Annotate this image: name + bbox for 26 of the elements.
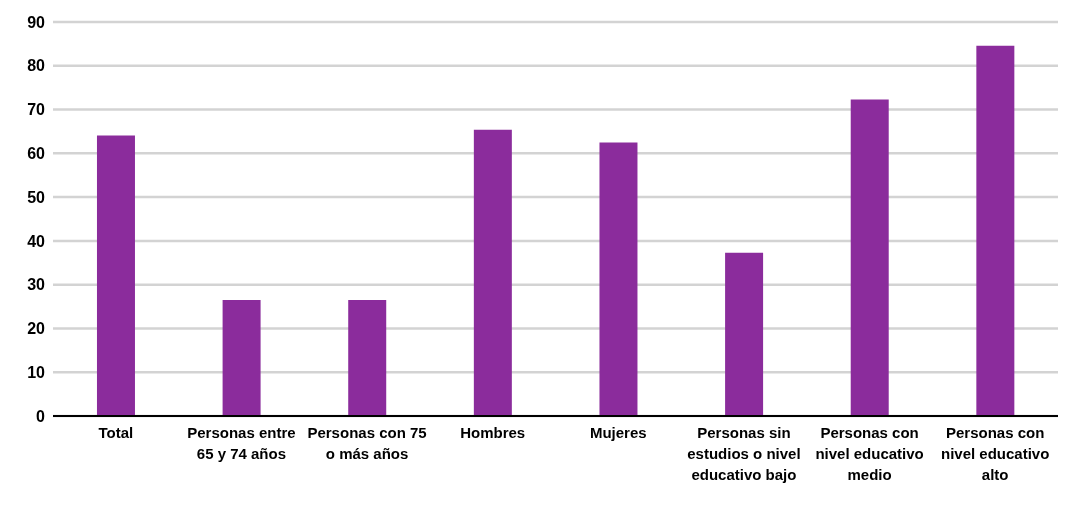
- bar: [473, 129, 512, 416]
- y-tick-label: 70: [27, 101, 46, 119]
- y-tick-label: 90: [27, 13, 46, 31]
- x-tick-label: Total: [98, 424, 134, 441]
- x-tick-label: Personas sin estudios o nivel educativo bajo: [687, 424, 801, 483]
- y-tick-label: 30: [27, 276, 46, 294]
- y-tick-label: 0: [36, 407, 46, 425]
- y-tick-label: 20: [27, 320, 46, 338]
- y-tick-label: 10: [27, 363, 46, 381]
- bar: [976, 45, 1015, 416]
- bar: [725, 252, 764, 416]
- y-tick-label: 40: [27, 232, 46, 250]
- x-tick-label: Personas con nivel educativo medio: [815, 424, 924, 483]
- x-tick-label: Mujeres: [589, 424, 647, 441]
- bar: [850, 99, 889, 416]
- bar: [96, 135, 135, 416]
- x-tick-label: Hombres: [460, 424, 526, 441]
- bar: [599, 142, 638, 416]
- bar: [348, 299, 387, 416]
- y-tick-label: 50: [27, 188, 46, 206]
- y-tick-label: 60: [27, 145, 46, 163]
- x-tick-label: Personas con nivel educativo alto: [941, 424, 1050, 483]
- y-tick-label: 80: [27, 57, 46, 75]
- x-tick-label: Personas entre 65 y 74 años: [187, 424, 296, 462]
- bar: [222, 299, 261, 416]
- x-tick-label: Personas con 75 o más años: [307, 424, 427, 462]
